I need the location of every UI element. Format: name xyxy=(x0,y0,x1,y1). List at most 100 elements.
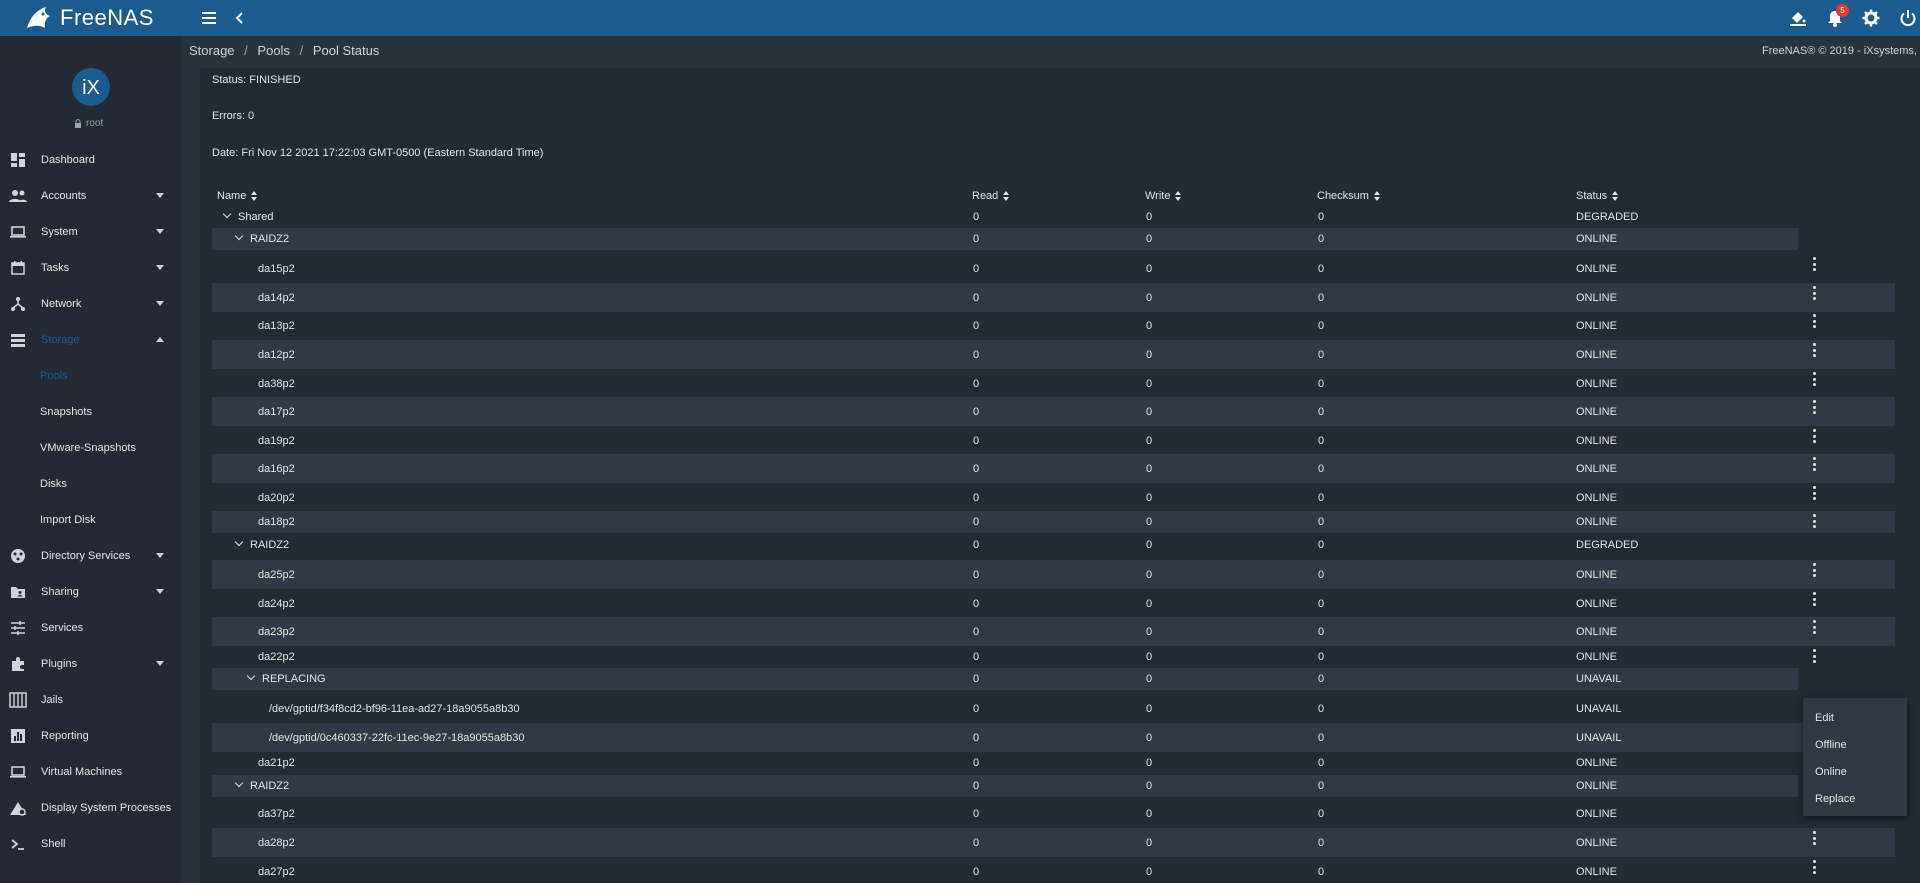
sidebar-subitem-disks[interactable]: Disks xyxy=(40,478,67,490)
sidebar-item-label: Plugins xyxy=(41,658,78,670)
row-toggle[interactable]: RAIDZ2 xyxy=(234,778,289,792)
sidebar-item-jails[interactable]: Jails xyxy=(0,682,181,718)
row-status: ONLINE xyxy=(1576,757,1617,769)
row-status: UNAVAIL xyxy=(1576,673,1622,685)
folder-shared-icon xyxy=(9,583,27,601)
menu-icon[interactable] xyxy=(200,8,220,28)
more-vert-icon[interactable] xyxy=(1812,514,1816,528)
more-vert-icon[interactable] xyxy=(1812,592,1816,606)
column-header-status[interactable]: Status xyxy=(1576,190,1619,202)
menu-item-offline[interactable]: Offline xyxy=(1815,739,1847,751)
row-toggle[interactable]: Shared xyxy=(222,209,273,223)
sidebar-item-tasks[interactable]: Tasks xyxy=(0,250,181,286)
row-toggle[interactable]: REPLACING xyxy=(246,671,326,685)
sidebar-item-storage[interactable]: Storage xyxy=(0,322,181,358)
sidebar-item-accounts[interactable]: Accounts xyxy=(0,178,181,214)
row-status: ONLINE xyxy=(1576,598,1617,610)
tune-icon xyxy=(9,619,27,637)
row-read: 0 xyxy=(973,292,980,304)
chevron-down-icon xyxy=(234,778,244,788)
table-row: /dev/gptid/0c460337-22fc-11ec-9e27-18a90… xyxy=(212,723,1895,752)
column-header-name[interactable]: Name xyxy=(217,190,258,202)
sidebar-header: iX root xyxy=(0,36,181,148)
chevron-down-icon xyxy=(234,231,244,241)
sidebar-item-plugins[interactable]: Plugins xyxy=(0,646,181,682)
sidebar-subitem-import-disk[interactable]: Import Disk xyxy=(40,514,96,526)
sidebar-item-virtual-machines[interactable]: Virtual Machines xyxy=(0,754,181,790)
task-manager-icon[interactable] xyxy=(1788,8,1808,28)
more-vert-icon[interactable] xyxy=(1812,457,1816,471)
row-write: 0 xyxy=(1146,292,1153,304)
row-name: da14p2 xyxy=(258,292,295,304)
sidebar-item-system[interactable]: System xyxy=(0,214,181,250)
sidebar-item-services[interactable]: Services xyxy=(0,610,181,646)
more-vert-icon[interactable] xyxy=(1812,429,1816,443)
row-toggle[interactable]: RAIDZ2 xyxy=(234,231,289,245)
row-name: /dev/gptid/f34f8cd2-bf96-11ea-ad27-18a90… xyxy=(269,703,520,715)
menu-item-edit[interactable]: Edit xyxy=(1815,712,1834,724)
sidebar-item-label: Reporting xyxy=(41,730,89,742)
sidebar-item-label: Storage xyxy=(41,334,80,346)
chevron-down-icon xyxy=(156,661,164,666)
power-icon[interactable] xyxy=(1898,8,1918,28)
more-vert-icon[interactable] xyxy=(1812,620,1816,634)
breadcrumb: Storage / Pools / Pool Status xyxy=(189,43,380,58)
table-row: da23p2 0 0 0 ONLINE xyxy=(212,617,1895,646)
more-vert-icon[interactable] xyxy=(1812,400,1816,414)
table-row: RAIDZ2 0 0 0 DEGRADED xyxy=(212,534,1798,556)
sidebar-item-display-system-processes[interactable]: Display System Processes xyxy=(0,790,181,826)
row-name: da37p2 xyxy=(258,808,295,820)
row-checksum: 0 xyxy=(1318,598,1325,610)
sidebar-item-dashboard[interactable]: Dashboard xyxy=(0,142,181,178)
more-vert-icon[interactable] xyxy=(1812,860,1816,874)
more-vert-icon[interactable] xyxy=(1812,831,1816,845)
more-vert-icon[interactable] xyxy=(1812,372,1816,386)
sidebar-subitem-snapshots[interactable]: Snapshots xyxy=(40,406,92,418)
row-status: ONLINE xyxy=(1576,263,1617,275)
more-vert-icon[interactable] xyxy=(1812,286,1816,300)
table-row: da21p2 0 0 0 ONLINE xyxy=(212,752,1895,774)
more-vert-icon[interactable] xyxy=(1812,314,1816,328)
row-write: 0 xyxy=(1146,808,1153,820)
sidebar-item-directory-services[interactable]: Directory Services xyxy=(0,538,181,574)
freenas-logo[interactable]: FreeNAS xyxy=(24,4,154,32)
breadcrumb-pool-status: Pool Status xyxy=(312,43,380,58)
table-row: da22p2 0 0 0 ONLINE xyxy=(212,646,1895,668)
sidebar-item-shell[interactable]: Shell xyxy=(0,826,181,862)
column-header-write[interactable]: Write xyxy=(1145,190,1182,202)
row-checksum: 0 xyxy=(1318,320,1325,332)
sidebar-item-network[interactable]: Network xyxy=(0,286,181,322)
jail-icon xyxy=(9,691,27,709)
table-row: /dev/gptid/f34f8cd2-bf96-11ea-ad27-18a90… xyxy=(212,694,1895,723)
row-checksum: 0 xyxy=(1318,463,1325,475)
more-vert-icon[interactable] xyxy=(1812,563,1816,577)
sort-icon xyxy=(1175,191,1182,201)
row-read: 0 xyxy=(973,569,980,581)
gear-icon[interactable] xyxy=(1861,8,1881,28)
menu-item-online[interactable]: Online xyxy=(1815,766,1847,778)
row-name: da19p2 xyxy=(258,435,295,447)
column-header-read[interactable]: Read xyxy=(972,190,1010,202)
sidebar-item-reporting[interactable]: Reporting xyxy=(0,718,181,754)
breadcrumb-pools[interactable]: Pools xyxy=(257,43,290,58)
row-status: ONLINE xyxy=(1576,463,1617,475)
row-read: 0 xyxy=(973,516,980,528)
row-name: /dev/gptid/0c460337-22fc-11ec-9e27-18a90… xyxy=(269,732,525,744)
more-vert-icon[interactable] xyxy=(1812,257,1816,271)
chevron-left-icon[interactable] xyxy=(230,8,250,28)
sidebar-subitem-pools[interactable]: Pools xyxy=(40,370,68,382)
more-vert-icon[interactable] xyxy=(1812,486,1816,500)
row-name: da16p2 xyxy=(258,463,295,475)
top-bar: FreeNAS 5 xyxy=(0,0,1920,36)
row-toggle[interactable]: RAIDZ2 xyxy=(234,537,289,551)
row-checksum: 0 xyxy=(1318,780,1325,792)
sidebar-item-sharing[interactable]: Sharing xyxy=(0,574,181,610)
more-vert-icon[interactable] xyxy=(1812,343,1816,357)
row-write: 0 xyxy=(1146,626,1153,638)
menu-item-replace[interactable]: Replace xyxy=(1815,793,1856,805)
column-header-checksum[interactable]: Checksum xyxy=(1317,190,1380,202)
sidebar-subitem-vmware-snapshots[interactable]: VMware-Snapshots xyxy=(40,442,136,454)
more-vert-icon[interactable] xyxy=(1812,649,1816,663)
row-write: 0 xyxy=(1146,349,1153,361)
breadcrumb-storage[interactable]: Storage xyxy=(189,43,235,58)
